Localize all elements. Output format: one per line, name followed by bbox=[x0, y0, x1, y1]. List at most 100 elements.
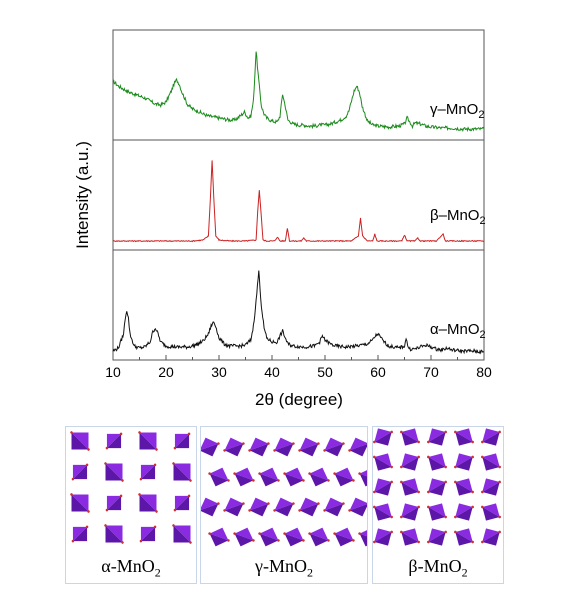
octahedron-shape bbox=[373, 503, 393, 521]
octahedron-shape bbox=[333, 467, 355, 487]
octahedron-shape bbox=[400, 478, 420, 496]
octahedron-shape bbox=[233, 527, 255, 547]
gamma-structure-diagram bbox=[201, 437, 367, 547]
series-line-3 bbox=[112, 270, 485, 355]
octahedron-shape bbox=[358, 527, 367, 547]
octahedron-shape bbox=[70, 431, 90, 451]
x-axis-ticks: 10 20 30 40 50 60 70 80 bbox=[105, 355, 492, 380]
octahedron-shape bbox=[454, 503, 474, 521]
octahedron-shape bbox=[201, 497, 220, 517]
octahedron-shape bbox=[400, 503, 420, 521]
octahedron-shape bbox=[273, 497, 295, 517]
x-tick-label: 10 bbox=[105, 364, 121, 380]
series-line-1 bbox=[112, 51, 485, 133]
x-tick-label: 70 bbox=[423, 364, 439, 380]
octahedron-shape bbox=[139, 525, 157, 543]
octahedron-shape bbox=[348, 497, 367, 517]
octahedron-shape bbox=[358, 467, 367, 487]
x-axis-label: 2θ (degree) bbox=[255, 390, 343, 409]
octahedron-shape bbox=[348, 437, 367, 457]
alpha-structure-panel: α-MnO2 bbox=[65, 426, 197, 584]
octahedron-shape bbox=[454, 478, 474, 496]
octahedron-shape bbox=[373, 428, 393, 446]
octahedron-shape bbox=[298, 437, 320, 457]
octahedron-shape bbox=[308, 527, 330, 547]
octahedron-shape bbox=[105, 494, 123, 512]
octahedron-shape bbox=[454, 428, 474, 446]
xrd-chart: γ–MnO2 β–MnO2 α–MnO2 10 20 30 40 50 60 70 80 2θ (… bbox=[73, 29, 492, 409]
octahedron-shape bbox=[373, 528, 393, 546]
octahedron-shape bbox=[427, 528, 447, 546]
octahedron-shape bbox=[308, 467, 330, 487]
octahedron-shape bbox=[208, 527, 230, 547]
x-tick-label: 60 bbox=[370, 364, 386, 380]
alpha-structure-label: α-MnO2 bbox=[101, 556, 161, 580]
series-labels: γ–MnO2 β–MnO2 α–MnO2 bbox=[430, 101, 486, 341]
octahedron-shape bbox=[223, 437, 245, 457]
octahedron-shape bbox=[70, 493, 90, 513]
octahedron-shape bbox=[454, 528, 474, 546]
octahedron-shape bbox=[172, 462, 192, 482]
octahedron-shape bbox=[172, 524, 192, 544]
octahedron-shape bbox=[233, 467, 255, 487]
x-tick-label: 30 bbox=[211, 364, 227, 380]
plot-border bbox=[112, 29, 485, 361]
series-curves bbox=[112, 51, 485, 355]
alpha-structure-diagram bbox=[70, 431, 192, 544]
octahedron-shape bbox=[258, 527, 280, 547]
octahedron-shape bbox=[258, 467, 280, 487]
x-tick-label: 40 bbox=[264, 364, 280, 380]
octahedron-shape bbox=[71, 525, 89, 543]
octahedron-shape bbox=[104, 524, 124, 544]
x-tick-label: 20 bbox=[158, 364, 174, 380]
octahedron-shape bbox=[173, 432, 191, 450]
octahedron-shape bbox=[71, 463, 89, 481]
octahedron-shape bbox=[173, 494, 191, 512]
series-label: α–MnO2 bbox=[430, 321, 486, 341]
octahedron-shape bbox=[298, 497, 320, 517]
octahedron-shape bbox=[427, 503, 447, 521]
octahedron-shape bbox=[481, 528, 501, 546]
plot-frame bbox=[112, 29, 485, 361]
octahedron-shape bbox=[333, 527, 355, 547]
octahedron-shape bbox=[427, 478, 447, 496]
octahedron-shape bbox=[248, 497, 270, 517]
octahedron-shape bbox=[104, 462, 124, 482]
x-tick-label: 50 bbox=[317, 364, 333, 380]
octahedron-shape bbox=[427, 428, 447, 446]
octahedron-shape bbox=[283, 527, 305, 547]
octahedron-shape bbox=[481, 478, 501, 496]
octahedron-shape bbox=[400, 453, 420, 471]
octahedron-shape bbox=[283, 467, 305, 487]
octahedron-shape bbox=[481, 428, 501, 446]
series-label: β–MnO2 bbox=[430, 207, 486, 227]
series-label: γ–MnO2 bbox=[430, 101, 484, 121]
octahedron-shape bbox=[481, 503, 501, 521]
octahedron-shape bbox=[273, 437, 295, 457]
gamma-structure-panel: γ-MnO2 bbox=[200, 426, 368, 584]
octahedron-shape bbox=[481, 453, 501, 471]
x-tick-label: 80 bbox=[476, 364, 492, 380]
gamma-structure-label: γ-MnO2 bbox=[255, 556, 313, 580]
octahedron-shape bbox=[427, 453, 447, 471]
octahedron-shape bbox=[201, 437, 220, 457]
octahedron-shape bbox=[323, 437, 345, 457]
beta-structure-label: β-MnO2 bbox=[408, 556, 468, 580]
beta-structure-panel: β-MnO2 bbox=[372, 426, 504, 584]
octahedron-shape bbox=[139, 463, 157, 481]
octahedron-shape bbox=[373, 453, 393, 471]
octahedron-shape bbox=[105, 432, 123, 450]
beta-structure-diagram bbox=[373, 428, 501, 546]
octahedron-shape bbox=[373, 478, 393, 496]
series-line-2 bbox=[112, 160, 485, 243]
octahedron-shape bbox=[138, 493, 158, 513]
octahedron-shape bbox=[400, 428, 420, 446]
octahedron-shape bbox=[323, 497, 345, 517]
octahedron-shape bbox=[454, 453, 474, 471]
octahedron-shape bbox=[400, 528, 420, 546]
octahedron-shape bbox=[208, 467, 230, 487]
octahedron-shape bbox=[138, 431, 158, 451]
octahedron-shape bbox=[223, 497, 245, 517]
octahedron-shape bbox=[248, 437, 270, 457]
y-axis-label: Intensity (a.u.) bbox=[73, 141, 92, 249]
